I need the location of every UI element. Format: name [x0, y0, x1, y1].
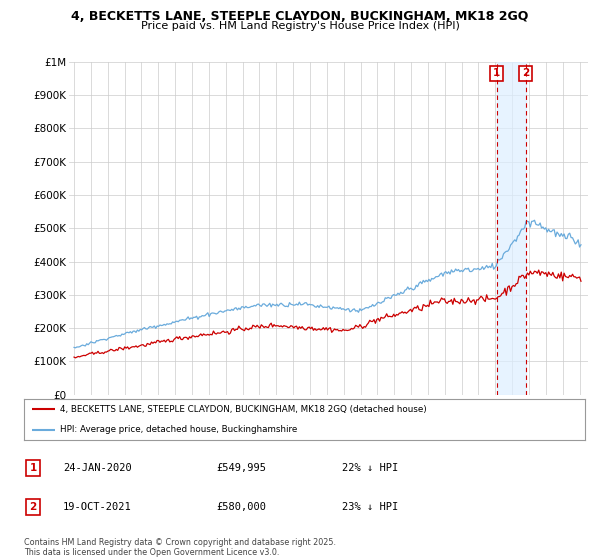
Text: 4, BECKETTS LANE, STEEPLE CLAYDON, BUCKINGHAM, MK18 2GQ: 4, BECKETTS LANE, STEEPLE CLAYDON, BUCKI… [71, 10, 529, 23]
Text: £549,995: £549,995 [216, 463, 266, 473]
Text: 19-OCT-2021: 19-OCT-2021 [63, 502, 132, 512]
Text: Contains HM Land Registry data © Crown copyright and database right 2025.
This d: Contains HM Land Registry data © Crown c… [24, 538, 336, 557]
Text: HPI: Average price, detached house, Buckinghamshire: HPI: Average price, detached house, Buck… [61, 425, 298, 434]
Text: 1: 1 [29, 463, 37, 473]
Text: 2: 2 [29, 502, 37, 512]
Bar [497, 62, 526, 395]
Text: 23% ↓ HPI: 23% ↓ HPI [342, 502, 398, 512]
Text: Price paid vs. HM Land Registry's House Price Index (HPI): Price paid vs. HM Land Registry's House … [140, 21, 460, 31]
Text: 4, BECKETTS LANE, STEEPLE CLAYDON, BUCKINGHAM, MK18 2GQ (detached house): 4, BECKETTS LANE, STEEPLE CLAYDON, BUCKI… [61, 405, 427, 414]
Text: 2: 2 [522, 68, 529, 78]
Text: 1: 1 [493, 68, 500, 78]
Text: 22% ↓ HPI: 22% ↓ HPI [342, 463, 398, 473]
Text: £580,000: £580,000 [216, 502, 266, 512]
Text: 24-JAN-2020: 24-JAN-2020 [63, 463, 132, 473]
